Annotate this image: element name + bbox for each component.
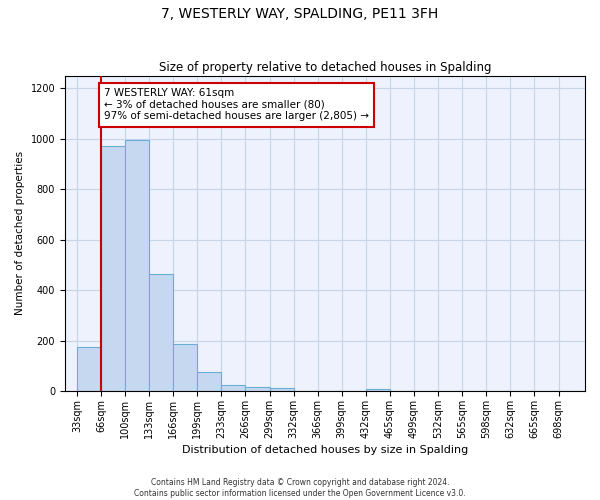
Bar <box>245 386 269 391</box>
Bar <box>197 372 221 391</box>
Bar <box>77 347 101 391</box>
Bar <box>125 140 149 391</box>
Text: Contains HM Land Registry data © Crown copyright and database right 2024.
Contai: Contains HM Land Registry data © Crown c… <box>134 478 466 498</box>
Bar <box>366 388 390 391</box>
Text: 7 WESTERLY WAY: 61sqm
← 3% of detached houses are smaller (80)
97% of semi-detac: 7 WESTERLY WAY: 61sqm ← 3% of detached h… <box>104 88 369 122</box>
Bar <box>173 344 197 391</box>
Bar <box>221 384 245 391</box>
Text: 7, WESTERLY WAY, SPALDING, PE11 3FH: 7, WESTERLY WAY, SPALDING, PE11 3FH <box>161 8 439 22</box>
Bar <box>149 274 173 391</box>
X-axis label: Distribution of detached houses by size in Spalding: Distribution of detached houses by size … <box>182 445 468 455</box>
Bar <box>269 388 293 391</box>
Title: Size of property relative to detached houses in Spalding: Size of property relative to detached ho… <box>159 62 491 74</box>
Bar <box>101 146 125 391</box>
Y-axis label: Number of detached properties: Number of detached properties <box>15 152 25 316</box>
